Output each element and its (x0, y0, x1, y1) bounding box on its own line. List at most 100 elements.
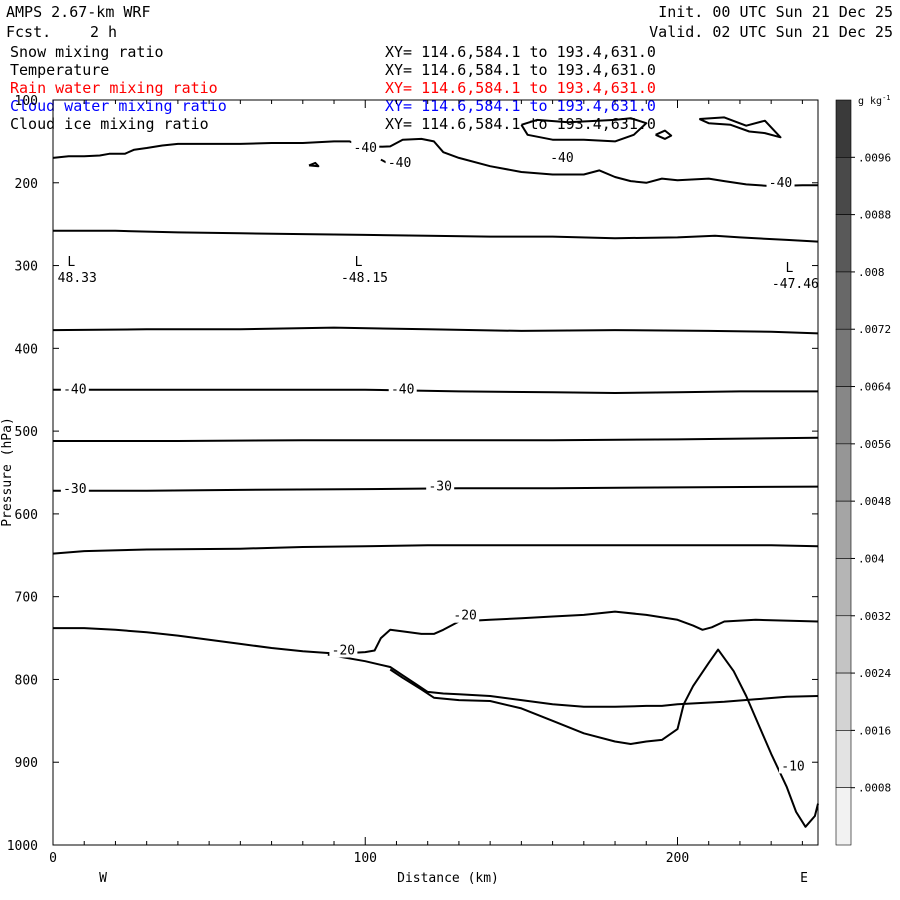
contour-label-bg (60, 481, 89, 497)
contour-label: -40 (769, 176, 792, 191)
colorbar-band (835, 386, 852, 445)
contour-label: -40 (388, 156, 411, 171)
colorbar-band (835, 99, 852, 158)
colorbar-band (835, 558, 852, 617)
direction-east: E (800, 871, 808, 886)
field-xy-range: XY= 114.6,584.1 to 193.4,631.0 (385, 79, 656, 97)
x-tick-label: 200 (666, 851, 689, 866)
colorbar-label: .0024 (858, 667, 891, 680)
colorbar-label: .0056 (858, 438, 891, 451)
colorbar-label: .0096 (858, 151, 891, 164)
isotherm-minus20 (53, 610, 819, 654)
direction-west: W (99, 871, 107, 886)
y-tick-label: 600 (15, 508, 38, 523)
isotherm-t570 (53, 485, 819, 492)
contour-label: -30 (63, 482, 86, 497)
colorbar-label: .0016 (858, 724, 891, 737)
y-tick-label: 1000 (7, 839, 38, 854)
low-symbol: L (355, 255, 363, 270)
field-name: Cloud water mixing ratio (10, 97, 227, 115)
colorbar-band (835, 672, 852, 731)
isotherm-t375 (52, 326, 819, 335)
colorbar-label: .0048 (858, 495, 891, 508)
y-tick-label: 900 (15, 756, 38, 771)
field-xy-range: XY= 114.6,584.1 to 193.4,631.0 (385, 97, 656, 115)
contour-label-bg (329, 642, 358, 658)
colorbar-band (835, 271, 852, 330)
model-title: AMPS 2.67-km WRF (6, 3, 151, 21)
colorbar-band (835, 787, 852, 846)
contour-label: -10 (781, 759, 804, 774)
axes-layer: 100 200 300 400 500 600 700 800 900 1000 0 100 200 (7, 94, 818, 866)
contour-label-bg (766, 174, 795, 190)
contour-label-bg (385, 154, 414, 170)
contour-label: -20 (453, 609, 476, 624)
isotherm-t450 (53, 388, 818, 394)
field-name: Temperature (10, 61, 109, 79)
contour-label: -40 (550, 151, 573, 166)
isotherm-t260 (53, 229, 819, 243)
contour-cloud-a (520, 117, 648, 143)
contour-label-bg (451, 607, 480, 623)
y-tick-label: 200 (15, 177, 38, 192)
contour-label: -40 (391, 383, 414, 398)
field-xy-range: XY= 114.6,584.1 to 193.4,631.0 (385, 115, 656, 133)
field-name: Cloud ice mixing ratio (10, 115, 209, 133)
colorbar-band (835, 615, 852, 674)
contour-label-bg (547, 149, 576, 165)
colorbar: .0096 .0088 .008 .0072 .0064 .0056 .0048 .004 .0… (835, 94, 891, 846)
forecast-label: Fcst. (6, 23, 51, 41)
contour-label-bg (60, 381, 89, 397)
colorbar-label: .0032 (858, 610, 891, 623)
y-tick-label: 700 (15, 591, 38, 606)
colorbar-band (835, 328, 852, 387)
field-xy-range: XY= 114.6,584.1 to 193.4,631.0 (385, 61, 656, 79)
low-value: -48.15 (341, 271, 388, 286)
y-tick-label: 800 (15, 673, 38, 688)
low-symbol: L (67, 255, 75, 270)
contour-label: -30 (428, 480, 451, 495)
contour-label-bg (351, 140, 380, 156)
colorbar-band (835, 443, 852, 502)
valid-time: Valid. 02 UTC Sun 21 Dec 25 (649, 23, 893, 41)
field-xy-range: XY= 114.6,584.1 to 193.4,631.0 (385, 43, 656, 61)
colorbar-label: .0088 (858, 209, 891, 222)
y-tick-label: 400 (15, 342, 38, 357)
contour-label-bg (779, 758, 808, 774)
y-tick-label: 300 (15, 260, 38, 275)
isotherm-lower1 (327, 653, 819, 708)
colorbar-band (835, 157, 852, 215)
field-list: Snow mixing ratio XY= 114.6,584.1 to 193.… (10, 43, 656, 133)
colorbar-unit-exponent: -1 (882, 94, 890, 102)
colorbar-band (835, 214, 852, 273)
colorbar-band (835, 730, 852, 788)
field-name: Rain water mixing ratio (10, 79, 218, 97)
x-tick-label: 100 (354, 851, 377, 866)
contour-cloud-c (698, 116, 782, 139)
low-value: 48.33 (58, 271, 97, 286)
contour-label: -20 (332, 643, 355, 658)
contour-label: -40 (354, 141, 377, 156)
colorbar-label: .0008 (858, 782, 891, 795)
contour-cloud-d (308, 161, 320, 168)
forecast-hours: 2 h (90, 23, 117, 41)
isotherm-t645 (52, 544, 819, 555)
plot-frame (52, 99, 819, 846)
colorbar-label: .004 (858, 552, 885, 565)
y-tick-label: 100 (15, 94, 38, 109)
contour-cloud-b (655, 129, 673, 140)
y-axis-title: Pressure (hPa) (0, 417, 15, 527)
isotherm-t512 (53, 436, 819, 442)
low-symbol: L (785, 261, 793, 276)
isotherm-lower2 (389, 648, 819, 828)
low-value: -47.46 (772, 277, 819, 292)
colorbar-label: .008 (858, 266, 885, 279)
colorbar-label: .0072 (858, 323, 891, 336)
x-tick-label: 0 (49, 851, 57, 866)
contour-label: -40 (63, 383, 86, 398)
init-time: Init. 00 UTC Sun 21 Dec 25 (658, 3, 893, 21)
colorbar-unit-base: g kg (858, 96, 882, 107)
colorbar-unit: g kg-1 (858, 94, 891, 107)
